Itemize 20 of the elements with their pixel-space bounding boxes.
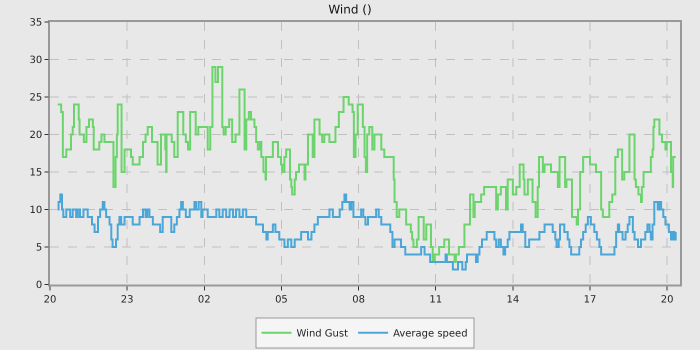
legend-label: Average speed bbox=[393, 328, 468, 340]
y-tick-label: 0 bbox=[36, 280, 42, 291]
y-tick-label: 20 bbox=[30, 130, 42, 141]
x-tick-label: 23 bbox=[120, 294, 134, 306]
x-tick-label: 05 bbox=[275, 294, 288, 306]
y-tick-label: 35 bbox=[30, 18, 42, 28]
chart-title: Wind () bbox=[328, 2, 372, 17]
y-tick-label: 10 bbox=[30, 205, 42, 216]
x-tick-label: 20 bbox=[660, 294, 674, 306]
x-tick-label: 11 bbox=[429, 294, 442, 306]
x-tick-label: 20 bbox=[44, 294, 56, 306]
legend-label: Wind Gust bbox=[296, 328, 348, 340]
x-tick-label: 08 bbox=[352, 294, 365, 306]
y-tick-label: 25 bbox=[30, 92, 42, 104]
y-tick-label: 5 bbox=[36, 242, 42, 254]
y-tick-label: 30 bbox=[30, 55, 42, 66]
y-tick-label: 15 bbox=[30, 168, 42, 178]
x-tick-label: 02 bbox=[198, 294, 211, 306]
x-tick-label: 14 bbox=[506, 294, 520, 306]
x-tick-label: 17 bbox=[584, 294, 596, 306]
